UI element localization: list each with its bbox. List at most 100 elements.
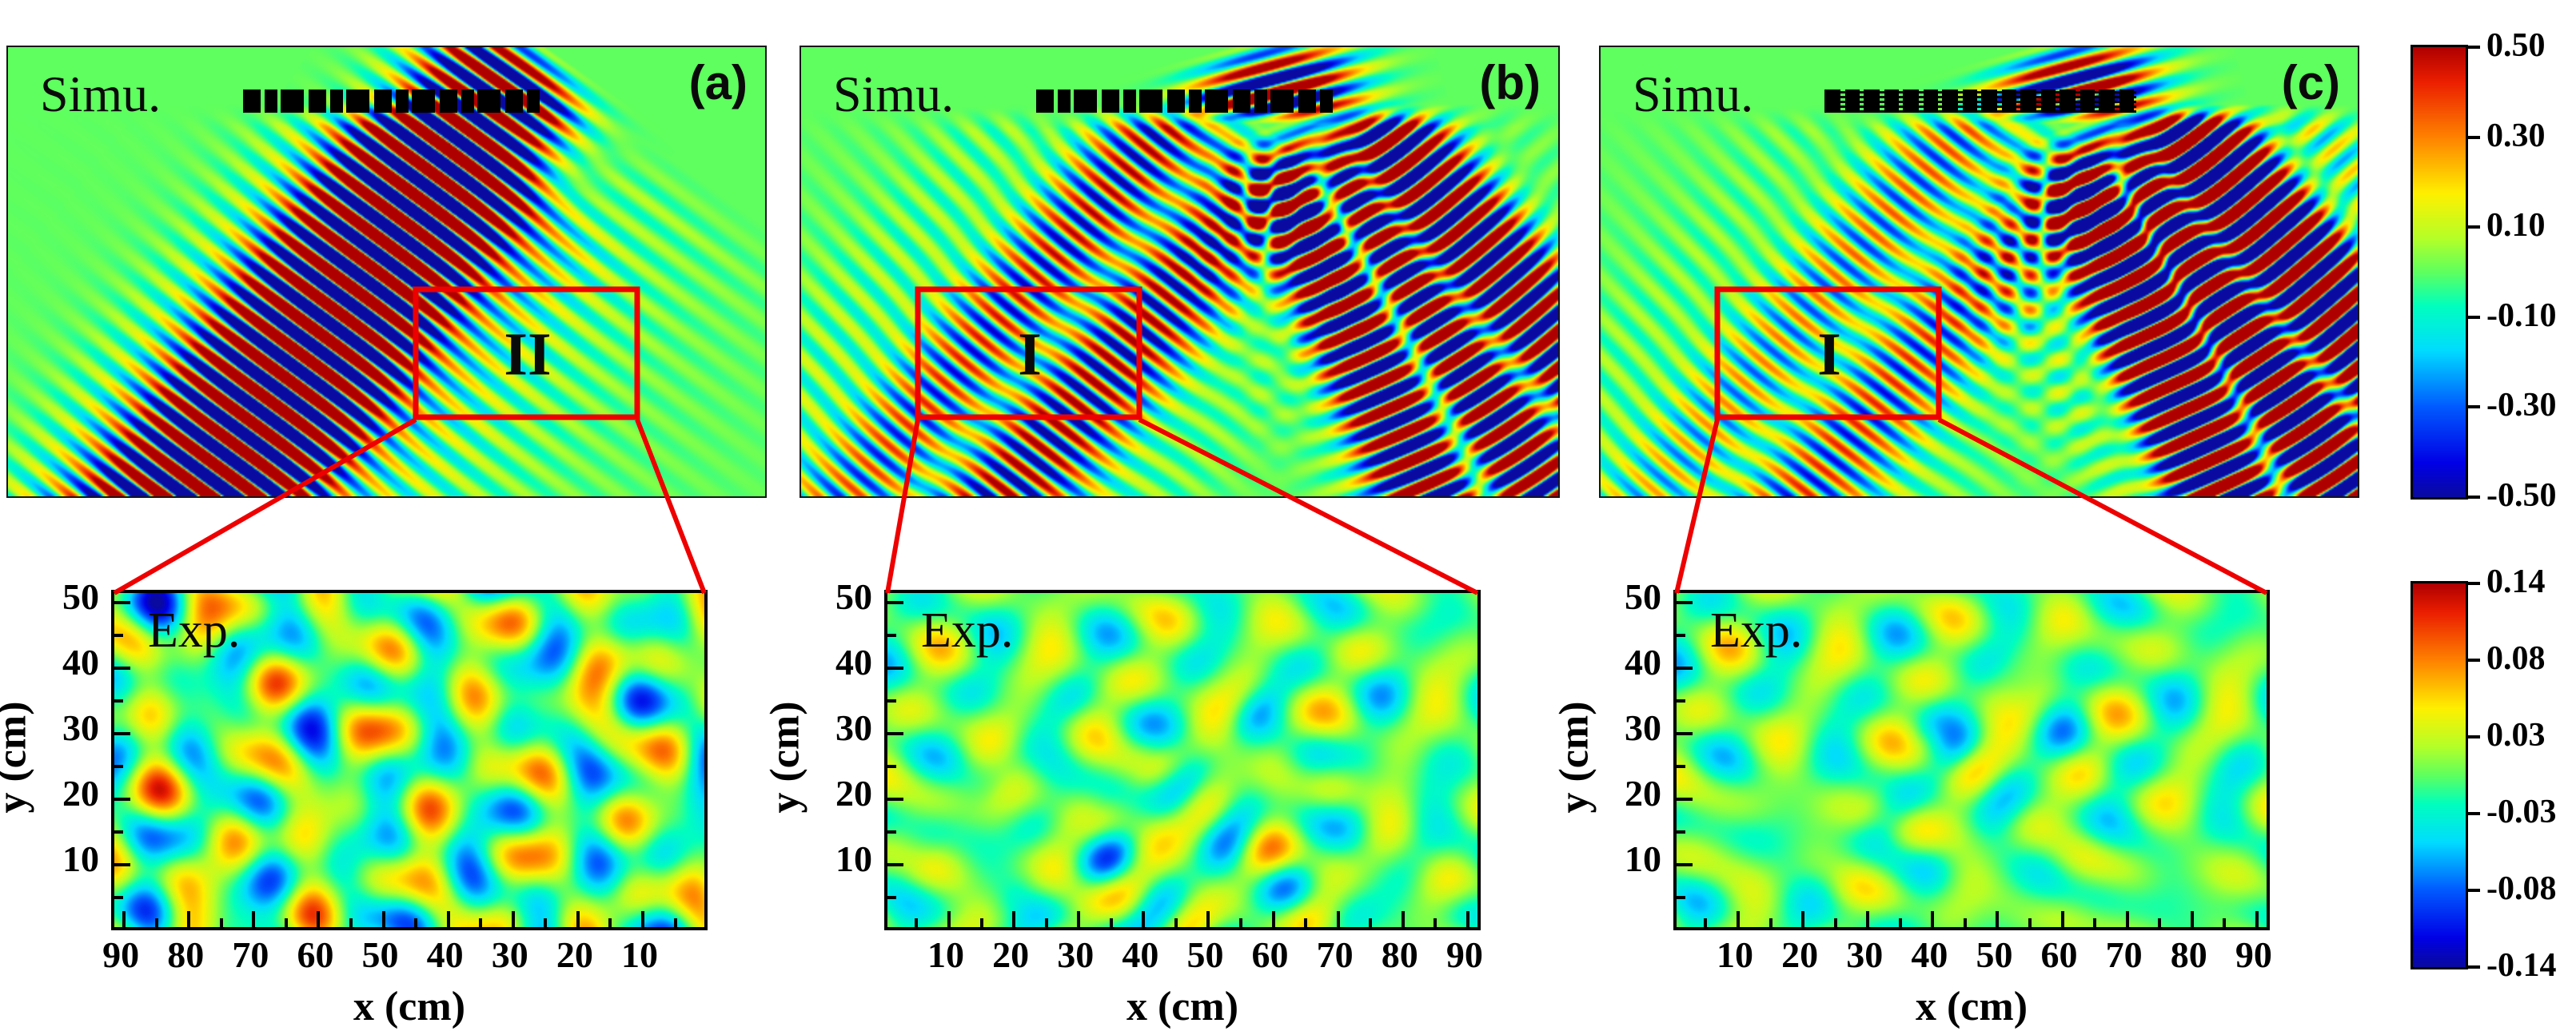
exp-panel-b: Exp. y (cm) x (cm) 10 20 30 40 50 60 70 80 90 10 2… — [763, 576, 1483, 1035]
x-tick — [381, 911, 385, 927]
x-tick — [2028, 918, 2032, 927]
exp-label-c: Exp. — [1710, 603, 1803, 658]
colorbar-tick-label: 0.08 — [2486, 640, 2546, 677]
y-tick — [887, 634, 896, 638]
exp-panel-c: Exp. y (cm) x (cm) 10 20 30 40 50 60 70 80 90 10 2… — [1552, 576, 2272, 1035]
panel-letter-b: (b) — [1479, 56, 1541, 109]
x-tick — [1465, 911, 1469, 927]
panel-letter-c: (c) — [2281, 56, 2340, 109]
y-tick — [114, 601, 130, 605]
exp-field-a — [114, 593, 704, 927]
x-tick-label: 20 — [556, 934, 593, 975]
colorbar-tick-label: 0.14 — [2486, 563, 2546, 600]
y-tick-label: 40 — [835, 642, 872, 683]
y-tick — [114, 863, 130, 867]
colorbar-tick — [2466, 315, 2480, 319]
colorbar-exp-gradient — [2411, 581, 2468, 969]
x-tick-label: 10 — [1717, 934, 1754, 975]
x-tick — [2093, 918, 2097, 927]
x-tick — [1434, 918, 1438, 927]
colorbar-tick — [2466, 46, 2480, 49]
colorbar-sim: 0.50 0.30 0.10 -0.10 -0.30 -0.50 — [2411, 27, 2557, 514]
colorbar-tick — [2466, 889, 2480, 892]
colorbar-tick-label: -0.14 — [2486, 947, 2557, 984]
x-tick-label: 80 — [2170, 934, 2207, 975]
panel-letter-a: (a) — [688, 56, 748, 109]
x-tick — [317, 911, 321, 927]
x-tick — [1142, 911, 1146, 927]
x-tick — [608, 918, 612, 927]
x-tick — [219, 918, 223, 927]
colorbar-tick-label: -0.10 — [2486, 297, 2557, 334]
x-tick — [947, 911, 951, 927]
y-tick — [1677, 830, 1685, 834]
colorbar-tick — [2466, 135, 2480, 139]
x-tick — [2223, 918, 2227, 927]
x-tick — [1866, 911, 1870, 927]
colorbar-tick — [2466, 659, 2480, 662]
sim-panel-b: Simu. (b) I — [800, 46, 1560, 498]
x-tick-label: 50 — [1976, 934, 2013, 975]
exp-plot-a: Exp. — [111, 590, 708, 930]
x-tick — [1304, 918, 1308, 927]
x-tick — [252, 911, 256, 927]
x-tick — [1109, 918, 1113, 927]
y-tick-label: 20 — [1625, 773, 1661, 814]
x-tick-label: 10 — [620, 934, 658, 975]
y-tick-label: 10 — [1625, 838, 1661, 880]
x-tick — [2060, 911, 2064, 927]
y-tick-label: 10 — [62, 838, 99, 880]
metasurface-bar-c — [1824, 90, 2136, 113]
x-tick — [1769, 918, 1772, 927]
sim-label-a: Simu. — [40, 66, 161, 122]
x-tick — [673, 918, 677, 927]
x-tick — [2190, 911, 2194, 927]
x-tick-label: 80 — [167, 934, 205, 975]
x-tick-label: 40 — [426, 934, 464, 975]
colorbar-exp: 0.14 0.08 0.03 -0.03 -0.08 -0.14 — [2411, 563, 2557, 984]
y-tick-label: 30 — [1625, 707, 1661, 749]
colorbar-tick-label: -0.30 — [2486, 387, 2557, 424]
x-tick-label: 90 — [102, 934, 140, 975]
x-tick — [979, 918, 983, 927]
y-tick — [1677, 765, 1685, 769]
colorbar-tick — [2466, 965, 2480, 969]
colorbar-tick — [2466, 225, 2480, 229]
x-tick-label: 70 — [2105, 934, 2143, 975]
y-tick — [114, 634, 123, 638]
y-tick — [887, 863, 903, 867]
x-tick-label: 60 — [1251, 934, 1289, 975]
y-tick — [887, 667, 903, 671]
sim-label-b: Simu. — [833, 66, 955, 122]
x-tick — [446, 911, 450, 927]
colorbar-tick — [2466, 496, 2480, 499]
x-axis-title-b: x (cm) — [1126, 984, 1239, 1029]
colorbar-tick-label: -0.03 — [2486, 794, 2557, 830]
colorbar-sim-canvas — [2413, 47, 2466, 497]
x-tick-label: 30 — [1057, 934, 1095, 975]
y-tick-label: 30 — [62, 707, 99, 749]
x-tick-label: 30 — [491, 934, 528, 975]
x-tick-label: 60 — [2040, 934, 2078, 975]
x-tick — [544, 918, 548, 927]
x-tick — [284, 918, 288, 927]
x-tick — [2125, 911, 2129, 927]
x-tick-label: 60 — [297, 934, 334, 975]
x-tick — [1963, 918, 1967, 927]
x-tick-label: 80 — [1381, 934, 1418, 975]
x-tick-label: 40 — [1911, 934, 1948, 975]
x-tick — [1238, 918, 1242, 927]
x-tick — [1271, 911, 1275, 927]
x-tick — [1174, 918, 1178, 927]
y-tick — [114, 667, 130, 671]
x-tick — [2158, 918, 2162, 927]
colorbar-exp-canvas — [2413, 583, 2466, 967]
x-tick-label: 10 — [927, 934, 965, 975]
region-label-I-b: I — [1018, 320, 1042, 388]
x-tick — [511, 911, 515, 927]
x-tick-label: 70 — [1316, 934, 1354, 975]
x-tick — [2255, 911, 2259, 927]
x-tick-label: 70 — [232, 934, 269, 975]
x-tick — [154, 918, 158, 927]
